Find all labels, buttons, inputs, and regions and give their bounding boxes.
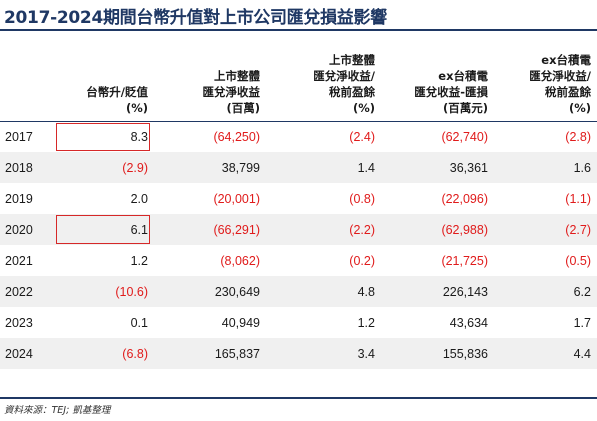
ex-tsmc-net-fx-cell: (62,740) xyxy=(381,121,494,152)
source-note: 資料來源：TEJ; 凱基整理 xyxy=(4,405,111,416)
ex-tsmc-net-fx-cell: 36,361 xyxy=(381,152,494,183)
title-divider xyxy=(0,29,597,31)
header-listed-net-fx-pct: 上市整體 匯兌淨收益/ 稅前盈餘 (%) xyxy=(266,40,381,122)
header-row: 台幣升/貶值 (%) 上市整體 匯兌淨收益 (百萬) 上市整體 匯兌淨收益/ 稅… xyxy=(0,40,597,122)
ex-tsmc-net-fx-cell: 155,836 xyxy=(381,338,494,369)
twd-change-cell: (6.8) xyxy=(56,338,154,369)
table-row: 2023 0.1 40,949 1.2 43,634 1.7 xyxy=(0,307,597,338)
ex-tsmc-net-fx-cell: (22,096) xyxy=(381,183,494,214)
table-row: 2022 (10.6) 230,649 4.8 226,143 6.2 xyxy=(0,276,597,307)
twd-change-cell: 2.0 xyxy=(56,183,154,214)
header-line: (百萬) xyxy=(226,100,260,115)
fx-impact-table: 台幣升/貶值 (%) 上市整體 匯兌淨收益 (百萬) 上市整體 匯兌淨收益/ 稅… xyxy=(0,40,597,369)
header-line: 台幣升/貶值 xyxy=(86,84,148,99)
listed-net-fx-pct-cell: (2.4) xyxy=(266,121,381,152)
header-line: 匯兌收益-匯損 xyxy=(414,84,488,99)
table-row: 2019 2.0 (20,001) (0.8) (22,096) (1.1) xyxy=(0,183,597,214)
listed-net-fx-cell: 38,799 xyxy=(154,152,266,183)
year-cell: 2022 xyxy=(0,276,56,307)
listed-net-fx-cell: 40,949 xyxy=(154,307,266,338)
listed-net-fx-cell: 230,649 xyxy=(154,276,266,307)
listed-net-fx-pct-cell: 3.4 xyxy=(266,338,381,369)
ex-tsmc-net-fx-pct-cell: 1.7 xyxy=(494,307,597,338)
ex-tsmc-net-fx-cell: 43,634 xyxy=(381,307,494,338)
ex-tsmc-net-fx-pct-cell: (2.8) xyxy=(494,121,597,152)
header-listed-net-fx: 上市整體 匯兌淨收益 (百萬) xyxy=(154,40,266,122)
header-line: (%) xyxy=(125,100,148,115)
header-line: 匯兌淨收益/ xyxy=(529,68,591,83)
header-year xyxy=(0,40,56,122)
table-row: 2018 (2.9) 38,799 1.4 36,361 1.6 xyxy=(0,152,597,183)
listed-net-fx-pct-cell: (0.8) xyxy=(266,183,381,214)
header-line: 稅前盈餘 xyxy=(329,84,375,99)
header-line: 上市整體 xyxy=(329,52,375,67)
header-line: ex台積電 xyxy=(438,68,488,83)
ex-tsmc-net-fx-pct-cell: 1.6 xyxy=(494,152,597,183)
ex-tsmc-net-fx-cell: (21,725) xyxy=(381,245,494,276)
header-line: 上市整體 xyxy=(214,68,260,83)
header-ex-tsmc-net-fx: ex台積電 匯兌收益-匯損 (百萬元) xyxy=(381,40,494,122)
header-line: (%) xyxy=(568,100,591,115)
highlighted-twd-change-cell: 6.1 xyxy=(56,214,154,245)
listed-net-fx-cell: (66,291) xyxy=(154,214,266,245)
header-twd-change: 台幣升/貶值 (%) xyxy=(56,40,154,122)
highlighted-twd-change-cell: 8.3 xyxy=(56,121,154,152)
year-cell: 2024 xyxy=(0,338,56,369)
header-ex-tsmc-net-fx-pct: ex台積電 匯兌淨收益/ 稅前盈餘 (%) xyxy=(494,40,597,122)
listed-net-fx-cell: (20,001) xyxy=(154,183,266,214)
listed-net-fx-cell: (8,062) xyxy=(154,245,266,276)
page-title: 2017-2024期間台幣升值對上市公司匯兌損益影響 xyxy=(4,8,387,28)
table-body: 2017 8.3 (64,250) (2.4) (62,740) (2.8) 2018 (2.… xyxy=(0,121,597,369)
ex-tsmc-net-fx-cell: 226,143 xyxy=(381,276,494,307)
listed-net-fx-pct-cell: (0.2) xyxy=(266,245,381,276)
table-row: 2017 8.3 (64,250) (2.4) (62,740) (2.8) xyxy=(0,121,597,152)
table-bottom-divider xyxy=(0,397,597,399)
header-line: ex台積電 xyxy=(541,52,591,67)
header-line: (%) xyxy=(352,100,375,115)
listed-net-fx-pct-cell: 1.4 xyxy=(266,152,381,183)
ex-tsmc-net-fx-cell: (62,988) xyxy=(381,214,494,245)
header-line: (百萬元) xyxy=(442,100,488,115)
year-cell: 2020 xyxy=(0,214,56,245)
twd-change-cell: (10.6) xyxy=(56,276,154,307)
ex-tsmc-net-fx-pct-cell: (1.1) xyxy=(494,183,597,214)
twd-change-cell: 0.1 xyxy=(56,307,154,338)
year-cell: 2021 xyxy=(0,245,56,276)
header-line: 稅前盈餘 xyxy=(545,84,591,99)
year-cell: 2019 xyxy=(0,183,56,214)
ex-tsmc-net-fx-pct-cell: (0.5) xyxy=(494,245,597,276)
ex-tsmc-net-fx-pct-cell: 6.2 xyxy=(494,276,597,307)
year-cell: 2023 xyxy=(0,307,56,338)
table-row: 2024 (6.8) 165,837 3.4 155,836 4.4 xyxy=(0,338,597,369)
listed-net-fx-pct-cell: (2.2) xyxy=(266,214,381,245)
twd-change-cell: (2.9) xyxy=(56,152,154,183)
table-row: 2021 1.2 (8,062) (0.2) (21,725) (0.5) xyxy=(0,245,597,276)
twd-change-cell: 1.2 xyxy=(56,245,154,276)
ex-tsmc-net-fx-pct-cell: (2.7) xyxy=(494,214,597,245)
listed-net-fx-cell: 165,837 xyxy=(154,338,266,369)
header-line: 匯兌淨收益/ xyxy=(313,68,375,83)
table-row: 2020 6.1 (66,291) (2.2) (62,988) (2.7) xyxy=(0,214,597,245)
listed-net-fx-pct-cell: 1.2 xyxy=(266,307,381,338)
header-line: 匯兌淨收益 xyxy=(202,84,261,99)
year-cell: 2017 xyxy=(0,121,56,152)
ex-tsmc-net-fx-pct-cell: 4.4 xyxy=(494,338,597,369)
listed-net-fx-cell: (64,250) xyxy=(154,121,266,152)
year-cell: 2018 xyxy=(0,152,56,183)
listed-net-fx-pct-cell: 4.8 xyxy=(266,276,381,307)
